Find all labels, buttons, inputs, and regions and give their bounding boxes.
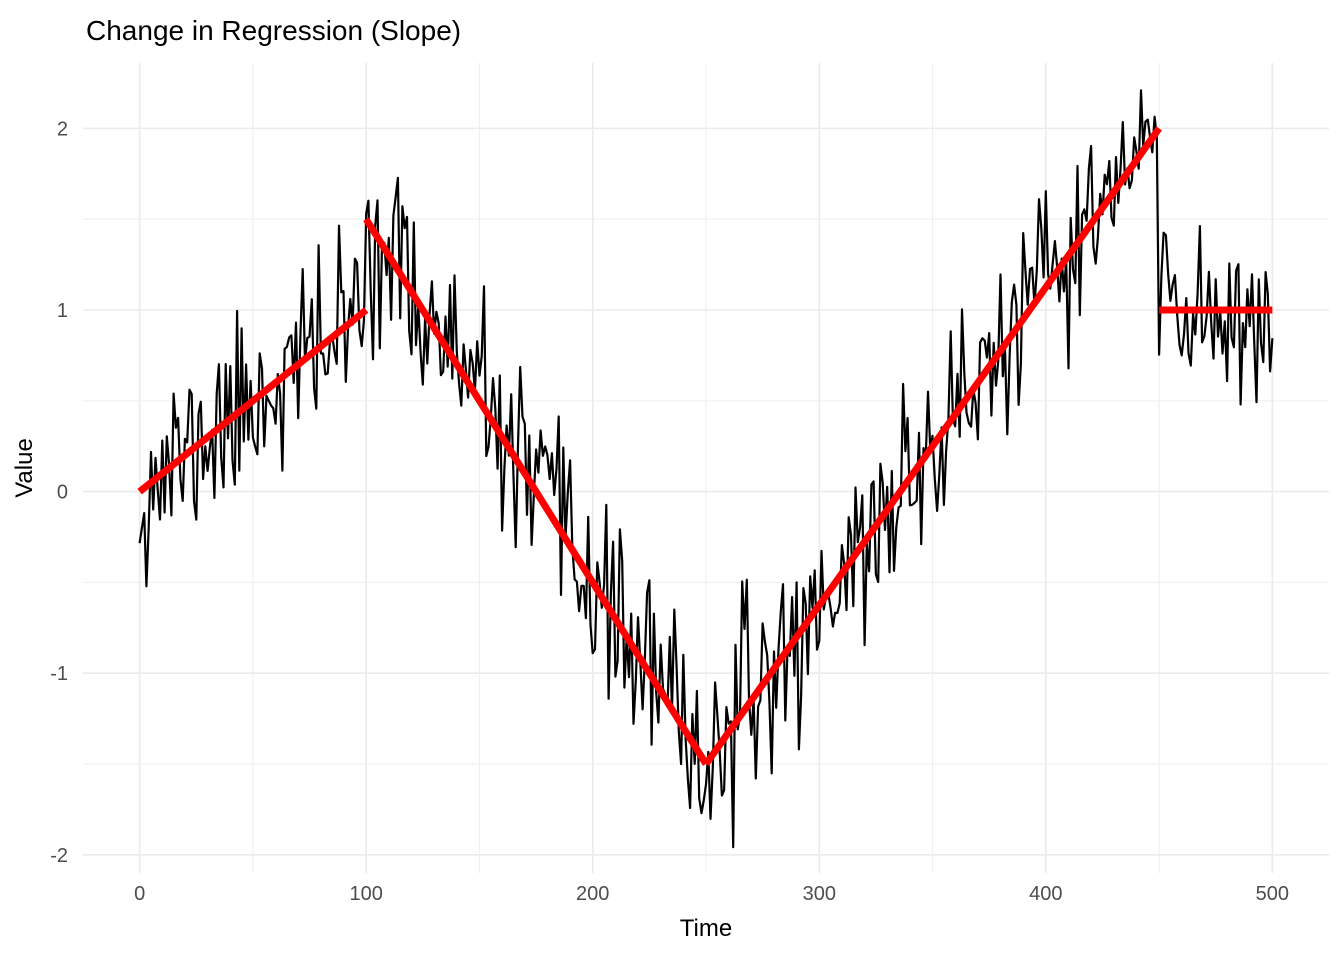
y-tick-label: 0 — [57, 482, 68, 504]
y-tick-label: -2 — [50, 845, 68, 867]
y-tick-label: 1 — [57, 300, 68, 322]
observed-series-line — [138, 89, 1274, 849]
x-tick-label: 400 — [1029, 883, 1062, 905]
fit-line-segment — [363, 217, 709, 766]
x-tick-label: 0 — [134, 883, 145, 905]
y-axis-title: Value — [11, 438, 38, 498]
y-tick-label: 2 — [57, 118, 68, 140]
gridlines-major — [83, 63, 1329, 873]
x-tick-label: 200 — [576, 883, 609, 905]
tick-labels-layer: 0 100 200 300 400 500 -2 -1 0 1 2 — [50, 118, 1289, 905]
x-tick-label: 100 — [349, 883, 382, 905]
x-tick-label: 500 — [1256, 883, 1289, 905]
x-axis-title: Time — [680, 915, 732, 942]
series-layer — [137, 89, 1274, 849]
fit-line-segment — [703, 126, 1162, 767]
gridlines-minor — [83, 63, 1329, 873]
x-tick-label: 300 — [803, 883, 836, 905]
fit-line-segment — [137, 307, 369, 495]
y-tick-label: -1 — [50, 663, 68, 685]
chart-title: Change in Regression (Slope) — [86, 15, 461, 46]
